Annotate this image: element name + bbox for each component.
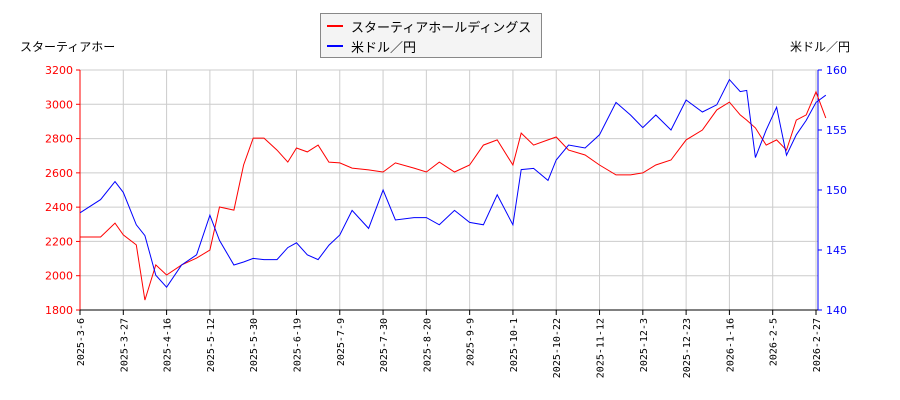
left-tick-label: 1800 [45, 304, 73, 317]
x-tick-label: 2026-1-16 [725, 318, 736, 372]
left-tick-label: 2200 [45, 235, 73, 248]
left-tick-label: 2000 [45, 270, 73, 283]
x-tick-label: 2025-8-20 [422, 318, 433, 372]
right-tick-label: 140 [826, 304, 847, 317]
x-tick-label: 2025-11-12 [596, 318, 607, 378]
stock-price-line [80, 90, 827, 301]
left-tick-label: 2800 [45, 133, 73, 146]
legend: スターティアホールディングス 米ドル／円 [320, 13, 542, 58]
x-tick-label: 2025-5-30 [249, 318, 260, 372]
right-axis-label: 米ドル／円 [790, 40, 851, 54]
x-tick-label: 2025-10-22 [552, 318, 563, 378]
legend-label: スターティアホールディングス [351, 20, 532, 36]
x-tick-label: 2025-7-30 [379, 318, 390, 372]
right-tick-label: 155 [826, 124, 847, 137]
x-tick-label: 2025-6-19 [292, 318, 303, 372]
right-tick-label: 150 [826, 184, 847, 197]
x-tick-label: 2025-12-23 [682, 318, 693, 378]
left-axis-label: スターティアホー [20, 40, 116, 54]
x-tick-label: 2025-3-27 [119, 318, 130, 372]
left-tick-label: 3200 [45, 64, 73, 77]
x-tick-label: 2025-4-16 [163, 318, 174, 372]
x-tick-label: 2025-9-9 [466, 318, 477, 366]
legend-swatch [327, 45, 343, 47]
right-tick-label: 160 [826, 64, 847, 77]
legend-label: 米ドル／円 [351, 40, 417, 56]
left-tick-label: 2600 [45, 167, 73, 180]
legend-item-usdjpy: 米ドル／円 [321, 36, 541, 56]
left-tick-label: 3000 [45, 98, 73, 111]
x-tick-label: 2026-2-27 [812, 318, 823, 372]
x-tick-label: 2026-2-5 [769, 318, 780, 366]
left-tick-label: 2400 [45, 201, 73, 214]
legend-item-stock: スターティアホールディングス [321, 16, 541, 36]
x-tick-label: 2025-5-12 [206, 318, 217, 372]
x-tick-label: 2025-10-1 [509, 318, 520, 372]
right-tick-label: 145 [826, 244, 847, 257]
x-tick-label: 2025-7-9 [336, 318, 347, 366]
usdjpy-line [79, 78, 827, 289]
x-tick-label: 2025-12-3 [639, 318, 650, 372]
legend-swatch [327, 25, 343, 27]
x-tick-label: 2025-3-6 [76, 318, 87, 366]
